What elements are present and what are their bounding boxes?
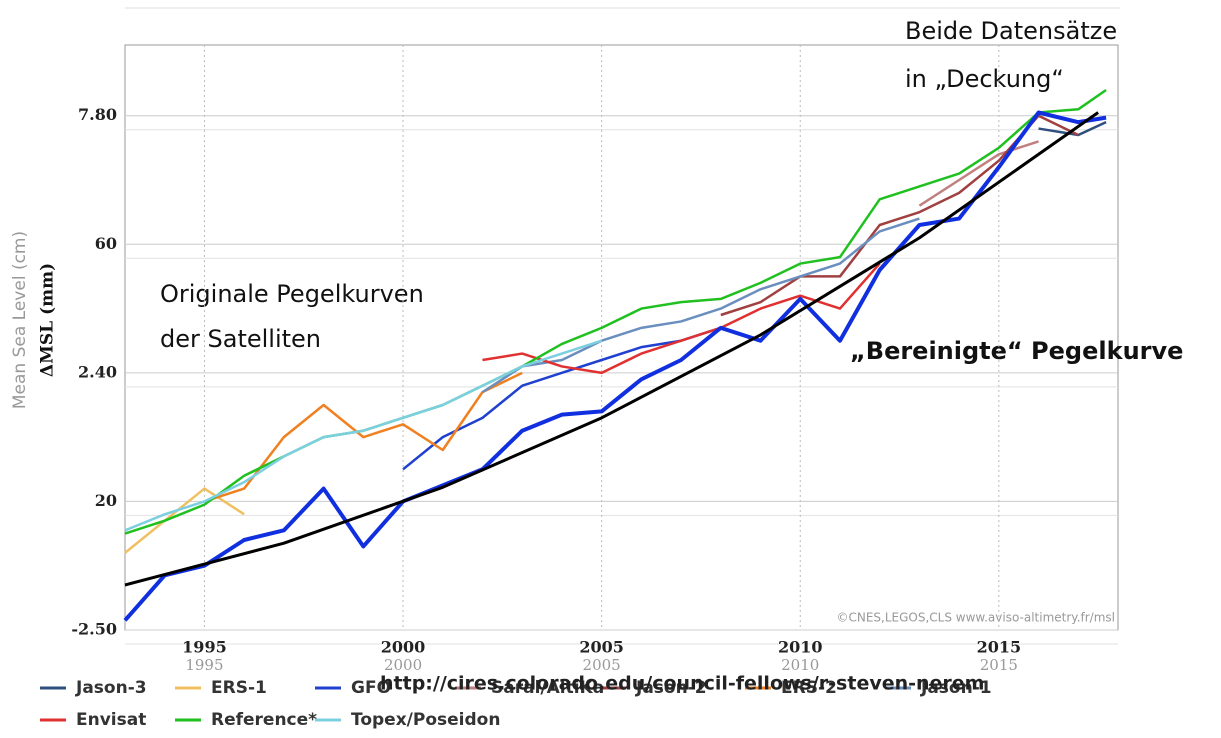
x-tick-label-secondary: 2000 [384, 656, 422, 674]
annotation: in „Deckung“ [905, 65, 1064, 93]
y-tick-label: 20 [95, 491, 117, 510]
x-tick-label: 2000 [381, 638, 426, 657]
legend-label: Reference* [211, 710, 317, 730]
annotation: „Bereinigte“ Pegelkurve [850, 337, 1183, 365]
legend-label: ERS-1 [211, 678, 267, 698]
x-tick-label-secondary: 2015 [980, 656, 1018, 674]
series-line [124, 339, 603, 532]
legend-label: ERS-2 [781, 678, 837, 698]
legend-label: Jason-2 [635, 678, 707, 698]
series-line [124, 88, 1107, 535]
y-tick-label: -2.50 [71, 620, 117, 639]
y-tick-label: 60 [95, 234, 117, 253]
series-line [481, 217, 920, 394]
x-tick-label-secondary: 2010 [781, 656, 819, 674]
x-tick-label: 1995 [182, 638, 227, 657]
y-axis-label: Mean Sea Level (cm) [10, 231, 30, 409]
watermark: ©CNES,LEGOS,CLS www.aviso-altimetry.fr/m… [836, 611, 1115, 625]
annotation: Originale Pegelkurven [160, 280, 424, 308]
overlay-line [123, 110, 1107, 622]
overlay-line [124, 111, 1100, 587]
y-tick-label: 2.40 [78, 362, 117, 381]
x-tick-label-secondary: 2005 [583, 656, 621, 674]
legend-label: Topex/Poseidon [351, 710, 500, 730]
annotation: Beide Datensätze [905, 17, 1117, 45]
annotation: der Satelliten [160, 325, 321, 353]
series-line [918, 140, 1039, 207]
series-line [402, 326, 722, 471]
y-axis-label-secondary: ΔMSL (mm) [38, 263, 58, 377]
x-tick-label-secondary: 1995 [185, 656, 223, 674]
legend-label: Jason-3 [75, 678, 147, 698]
legend-label: GFO [351, 678, 391, 698]
legend-label: Jason-1 [920, 678, 992, 698]
source-url: http://cires.colorado.edu/council-fellow… [380, 673, 984, 695]
y-tick-label: 7.80 [78, 105, 117, 124]
x-tick-label: 2010 [778, 638, 823, 657]
series-line [482, 262, 881, 375]
x-tick-label: 2015 [977, 638, 1022, 657]
legend-label: Saral/AltiKa [491, 678, 604, 698]
x-tick-label: 2005 [579, 638, 624, 657]
legend-label: Envisat [76, 710, 146, 730]
series-line [204, 371, 523, 503]
series-line [124, 487, 245, 554]
